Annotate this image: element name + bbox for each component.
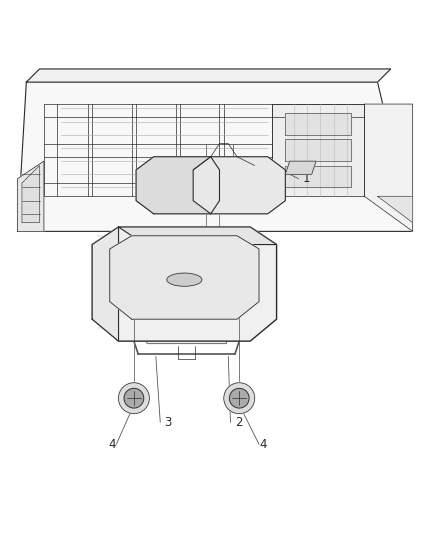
- Text: 8: 8: [188, 319, 196, 333]
- Polygon shape: [26, 69, 390, 82]
- Circle shape: [118, 383, 149, 414]
- Polygon shape: [285, 139, 350, 161]
- Text: 3: 3: [164, 416, 172, 429]
- Polygon shape: [285, 166, 350, 188]
- Polygon shape: [110, 236, 258, 319]
- Polygon shape: [285, 161, 315, 174]
- Text: 4: 4: [259, 438, 267, 451]
- Polygon shape: [377, 196, 412, 223]
- Text: 2: 2: [234, 416, 242, 429]
- Polygon shape: [136, 157, 219, 214]
- Polygon shape: [92, 227, 276, 341]
- Polygon shape: [18, 161, 44, 231]
- Polygon shape: [92, 227, 118, 341]
- Circle shape: [223, 383, 254, 414]
- Circle shape: [124, 389, 143, 408]
- Polygon shape: [22, 166, 39, 223]
- Polygon shape: [18, 82, 412, 231]
- Text: 1: 1: [302, 172, 310, 185]
- Polygon shape: [272, 104, 364, 196]
- Polygon shape: [364, 104, 412, 231]
- Polygon shape: [118, 227, 276, 245]
- Polygon shape: [193, 157, 285, 214]
- Text: 4: 4: [108, 438, 116, 451]
- Circle shape: [229, 389, 248, 408]
- Ellipse shape: [166, 273, 201, 286]
- Polygon shape: [285, 113, 350, 135]
